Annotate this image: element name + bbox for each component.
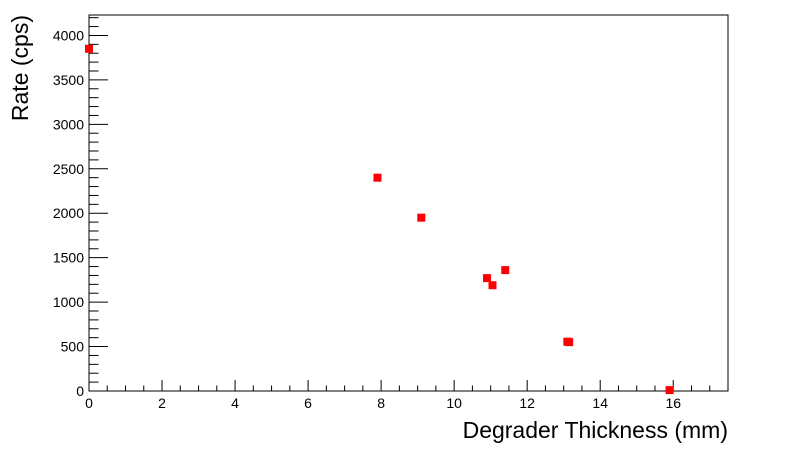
x-tick-label-0: 0 [85,395,93,411]
y-tick-label-1: 500 [61,339,85,355]
data-point-1 [373,173,382,182]
x-tick-label-5: 10 [446,395,462,411]
x-axis-title: Degrader Thickness (mm) [463,417,728,443]
x-tick-labels: 0 2 4 6 8 10 12 14 16 [85,395,681,411]
x-tick-label-4: 8 [377,395,385,411]
x-tick-label-2: 4 [231,395,239,411]
x-tick-label-3: 6 [304,395,312,411]
x-tick-label-1: 2 [158,395,166,411]
data-point-8 [665,386,674,395]
data-point-0 [85,44,93,53]
data-point-3 [483,274,492,283]
data-point-2 [417,213,426,222]
x-tick-label-7: 14 [592,395,608,411]
x-tick-label-6: 12 [519,395,535,411]
x-tick-label-8: 16 [665,395,681,411]
y-tick-label-8: 4000 [53,27,84,43]
data-point-5 [501,266,510,275]
y-tick-label-6: 3000 [53,116,84,132]
y-axis-title: Rate (cps) [7,15,33,121]
data-point-7 [565,338,574,347]
y-tick-label-4: 2000 [53,205,84,221]
y-tick-label-5: 2500 [53,161,84,177]
data-point-4 [488,281,497,290]
y-tick-label-3: 1500 [53,250,84,266]
data-points [85,44,674,395]
y-tick-label-0: 0 [76,383,84,399]
y-tick-label-7: 3500 [53,72,84,88]
plot-frame [88,14,729,392]
y-tick-labels: 0 500 1000 1500 2000 2500 3000 3500 4000 [53,27,84,399]
y-tick-label-2: 1000 [53,294,84,310]
